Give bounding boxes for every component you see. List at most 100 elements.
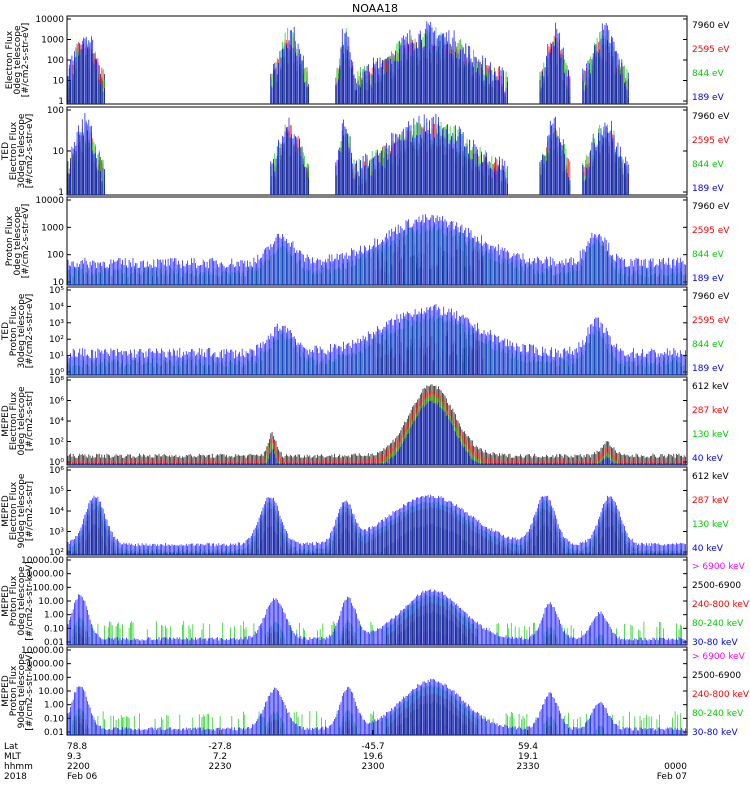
y-axis-label: 90deg telescope [17, 473, 27, 548]
y-tick-label: 10⁰ [49, 458, 64, 468]
y-axis-label: [#/cm2-s-str-eV] [25, 294, 35, 369]
chart-title: NOAA18 [352, 2, 398, 15]
legend-entry: 287 keV [692, 406, 729, 416]
x-tick-label: 19.1 [518, 752, 538, 762]
panel-7: 10000.00 1000.00 100.00 10.00 1.00 0.10 0.01 ME… [1, 556, 750, 648]
y-axis-label: 0deg telescope [13, 25, 23, 95]
y-tick-label: 100.00 [33, 583, 65, 593]
y-tick-label: 100 [47, 106, 64, 116]
x-row-label: 2018 [4, 772, 27, 782]
series-trace [67, 120, 629, 195]
y-axis-label: [#/cm2-s-str-eV] [21, 204, 31, 279]
y-tick-label: 0.01 [44, 728, 64, 738]
y-tick-label: 10 [53, 278, 65, 288]
legend-entry: 189 eV [692, 93, 725, 103]
y-tick-label: 10⁰ [49, 368, 64, 378]
y-axis-label: [#/cm2-s-str-keV] [25, 651, 35, 730]
y-tick-label: 10000.00 [21, 646, 64, 656]
legend-entry: 189 eV [692, 184, 725, 194]
y-tick-label: 10.00 [38, 597, 64, 607]
y-tick-label: 10 [53, 147, 65, 157]
y-axis-label: 0deg telescope [13, 206, 23, 276]
legend-entry: 7960 eV [692, 202, 730, 212]
plot-frame [66, 376, 688, 466]
y-tick-label: 100.00 [33, 673, 65, 683]
y-tick-label: 1.00 [44, 701, 64, 711]
y-tick-label: 10000 [35, 196, 64, 206]
y-tick-label: 10000 [35, 15, 64, 25]
y-axis-label: 30deg telescope [17, 293, 27, 368]
x-tick-label: 2200 [67, 762, 90, 772]
y-axis-label: Proton Flux [9, 305, 19, 356]
data-traces [67, 304, 686, 375]
y-axis-label: MEPED [1, 495, 11, 527]
y-tick-label: 10⁸ [49, 376, 64, 386]
y-tick-label: 100 [47, 251, 64, 261]
series-trace [67, 123, 629, 195]
legend-entry: 130 keV [692, 430, 729, 440]
y-tick-label: 100 [47, 56, 64, 66]
x-tick-label: 78.8 [67, 742, 87, 752]
legend-entry: > 6900 keV [692, 652, 746, 662]
y-tick-label: 10³ [49, 528, 64, 538]
y-tick-label: 1000.00 [27, 570, 64, 580]
x-tick-label: 19.6 [363, 752, 383, 762]
data-traces [67, 494, 686, 555]
y-tick-label: 10⁴ [49, 417, 64, 427]
legend-entry: 844 eV [692, 160, 725, 170]
legend-entry: 2595 eV [692, 45, 730, 55]
x-tick-label: -45.7 [361, 742, 384, 752]
y-axis-label: MEPED [1, 675, 11, 707]
y-tick-label: 0.10 [44, 624, 64, 634]
legend-entry: 189 eV [692, 364, 725, 374]
y-axis-label: Electron Flux [9, 391, 19, 450]
legend-entry: 80-240 keV [692, 619, 744, 629]
y-axis-label: [#/cm2-s-str-eV] [25, 114, 35, 189]
legend-entry: 2500-6900 [692, 581, 741, 591]
x-tick-label: 2330 [517, 762, 540, 772]
legend-entry: 7960 eV [692, 292, 730, 302]
legend-entry: 240-800 keV [692, 690, 750, 700]
y-tick-label: 10⁴ [49, 302, 64, 312]
y-axis-label: 30deg telescope [17, 113, 27, 188]
y-tick-label: 10³ [49, 319, 64, 329]
x-tick-label: 7.2 [213, 752, 227, 762]
y-axis-label: MEPED [1, 585, 11, 617]
series-trace [67, 113, 629, 195]
y-axis-label: Electron Flux [5, 30, 15, 89]
y-tick-label: 0.01 [44, 638, 64, 648]
y-axis-label: Proton Flux [5, 215, 15, 266]
data-traces [67, 21, 629, 104]
legend-entry: 2500-6900 [692, 671, 741, 681]
y-tick-label: 10² [49, 438, 64, 448]
y-tick-label: 10⁶ [49, 397, 64, 407]
y-tick-label: 10¹ [49, 352, 64, 362]
x-tick-label: 59.4 [518, 742, 538, 752]
series-trace [67, 38, 629, 104]
series-trace [67, 494, 686, 555]
x-row-label: MLT [4, 752, 22, 762]
series-trace [67, 304, 686, 375]
x-row-label: Lat [4, 742, 19, 752]
y-tick-label: 1 [58, 97, 64, 107]
y-axis-label: Proton Flux [9, 575, 19, 626]
y-axis-label: Electron Flux [9, 481, 19, 540]
panel-8: 10000.00 1000.00 100.00 10.00 1.00 0.10 0.01 ME… [1, 646, 750, 738]
x-tick-label: Feb 06 [67, 772, 98, 782]
series-trace [67, 214, 686, 285]
legend-entry: 130 keV [692, 520, 729, 530]
legend-entry: 844 eV [692, 69, 725, 79]
series-trace [67, 130, 629, 195]
series-trace [67, 388, 686, 465]
series-trace [67, 27, 629, 104]
legend-entry: 844 eV [692, 250, 725, 260]
y-tick-label: 10 [53, 77, 65, 87]
series-trace [70, 684, 681, 735]
y-axis-label: Electron Flux [9, 121, 19, 180]
data-traces [67, 214, 686, 285]
